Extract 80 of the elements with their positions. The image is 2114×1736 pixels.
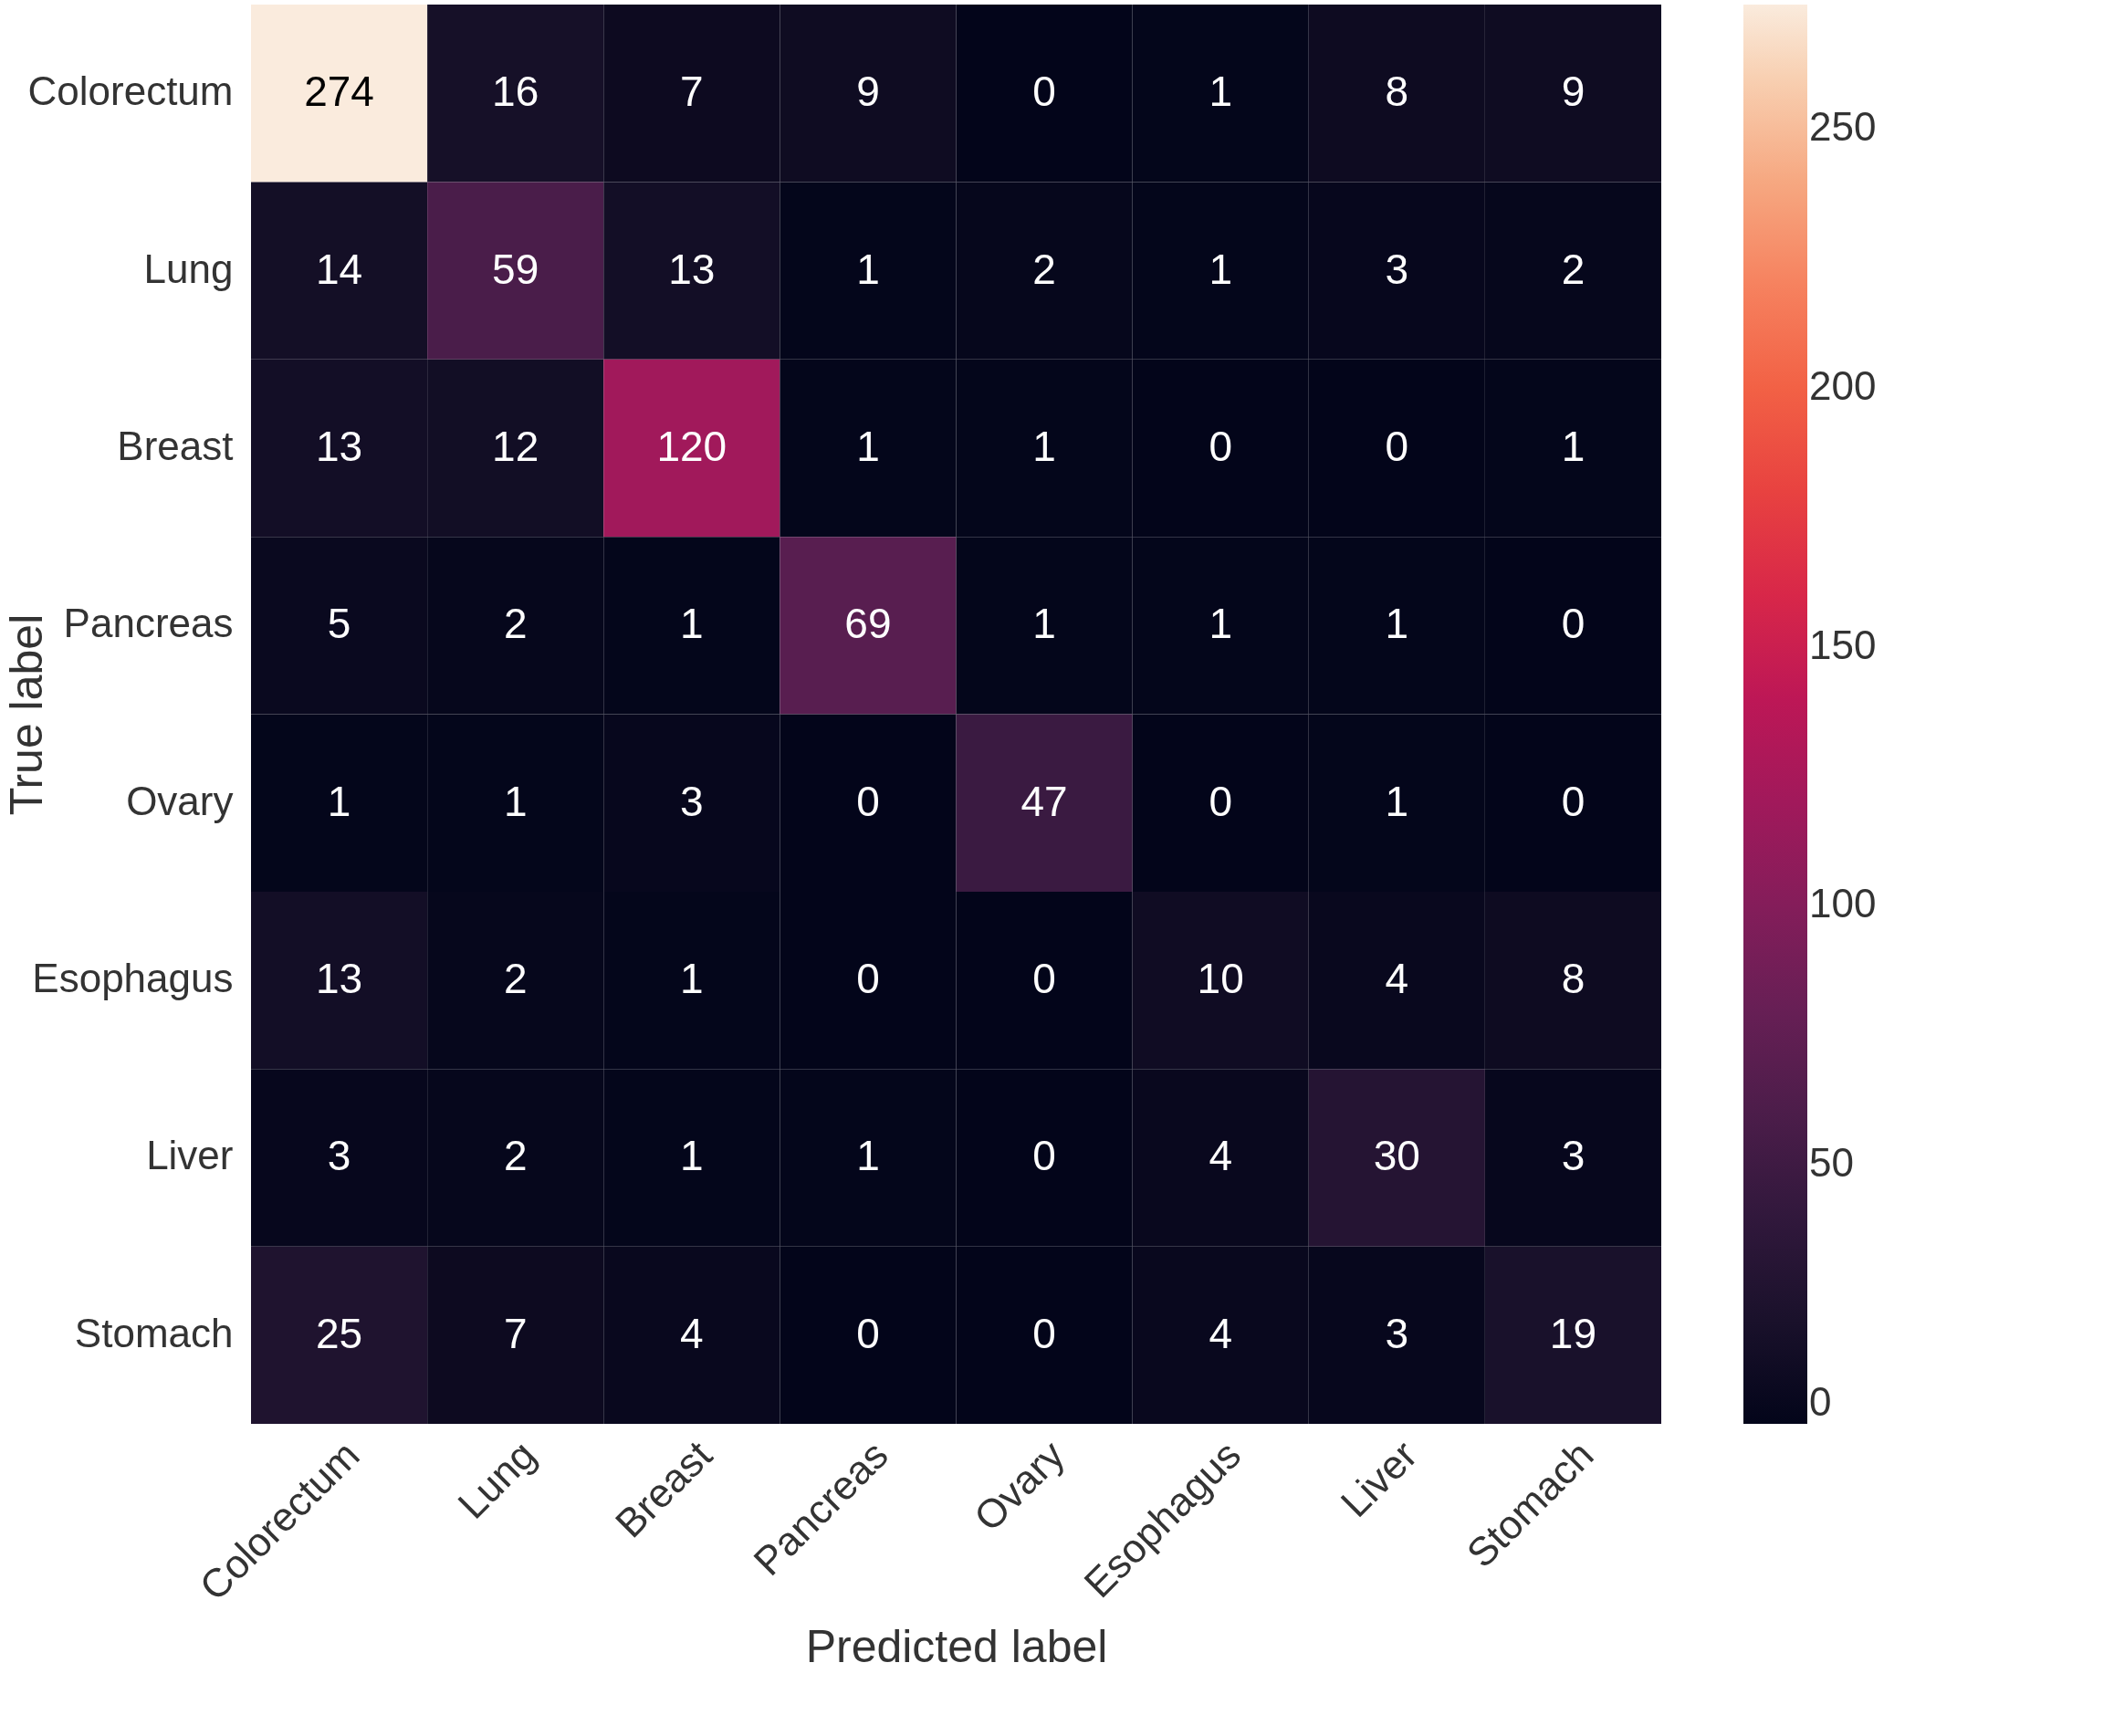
data-label: 1 (327, 777, 351, 825)
data-label: 8 (1561, 955, 1586, 1003)
data-label: 69 (844, 600, 892, 648)
y-tick-label: Breast (117, 423, 234, 468)
data-label: 2 (1032, 245, 1056, 293)
color-bar-label: 100 (1809, 881, 1877, 926)
data-label: 16 (492, 68, 539, 116)
data-label: 3 (1385, 1309, 1409, 1357)
data-label: 1 (1561, 422, 1586, 470)
data-label: 1 (1385, 777, 1409, 825)
data-label: 0 (1032, 955, 1056, 1003)
color-bar-label: 250 (1809, 104, 1877, 150)
data-label: 0 (856, 777, 880, 825)
y-tick-label: Ovary (126, 778, 234, 823)
data-label: 1 (680, 1132, 704, 1180)
data-label: 4 (1209, 1132, 1232, 1180)
data-label: 4 (680, 1309, 704, 1357)
data-label: 0 (1561, 600, 1586, 648)
y-axis-title: True label (0, 613, 52, 816)
y-tick-label: Liver (146, 1133, 234, 1178)
data-label: 5 (327, 600, 351, 648)
data-label: 2 (503, 600, 528, 648)
data-label: 7 (680, 68, 704, 116)
data-label: 274 (304, 68, 374, 116)
data-label: 25 (315, 1309, 363, 1357)
data-label: 59 (492, 245, 539, 293)
data-label: 30 (1373, 1132, 1420, 1180)
data-label: 3 (327, 1132, 351, 1180)
data-label: 47 (1020, 777, 1068, 825)
color-bar-label: 150 (1809, 622, 1877, 667)
data-label: 1 (1209, 600, 1232, 648)
data-label: 4 (1209, 1309, 1232, 1357)
data-label: 0 (1032, 1132, 1056, 1180)
data-label: 8 (1385, 68, 1409, 116)
data-label: 1 (1032, 422, 1056, 470)
data-label: 0 (1209, 777, 1232, 825)
data-label: 0 (856, 955, 880, 1003)
y-tick-label: Colorectum (27, 68, 234, 114)
color-bar-label: 200 (1809, 362, 1877, 408)
data-label: 14 (315, 245, 363, 293)
data-label: 3 (680, 777, 704, 825)
data-label: 1 (1209, 245, 1232, 293)
color-bar-label: 50 (1809, 1140, 1854, 1186)
data-label: 4 (1385, 955, 1409, 1003)
data-label: 1 (1209, 68, 1232, 116)
data-label: 120 (656, 422, 727, 470)
data-label: 0 (856, 1309, 880, 1357)
data-label: 0 (1209, 422, 1232, 470)
data-label: 13 (668, 245, 716, 293)
data-label: 0 (1561, 777, 1586, 825)
data-label: 1 (1032, 600, 1056, 648)
data-label: 9 (1561, 68, 1586, 116)
data-label: 1 (503, 777, 528, 825)
data-label: 2 (1561, 245, 1586, 293)
data-label: 0 (1385, 422, 1409, 470)
data-label: 9 (856, 68, 880, 116)
color-bar-label: 0 (1809, 1379, 1832, 1424)
data-label: 12 (492, 422, 539, 470)
data-label: 3 (1385, 245, 1409, 293)
data-label: 1 (856, 245, 880, 293)
y-tick-label: Stomach (74, 1310, 234, 1355)
data-label: 2 (503, 955, 528, 1003)
data-label: 2 (503, 1132, 528, 1180)
data-label: 19 (1549, 1309, 1597, 1357)
x-axis-title: Predicted label (805, 1620, 1108, 1672)
data-label: 3 (1561, 1132, 1586, 1180)
data-label: 10 (1197, 955, 1244, 1003)
data-label: 1 (856, 422, 880, 470)
data-label: 1 (680, 955, 704, 1003)
y-tick-label: Lung (143, 246, 234, 291)
data-label: 7 (503, 1309, 528, 1357)
data-label: 13 (315, 955, 363, 1003)
y-tick-label: Esophagus (32, 956, 234, 1001)
data-label: 1 (1385, 600, 1409, 648)
data-label: 0 (1032, 1309, 1056, 1357)
data-label: 1 (856, 1132, 880, 1180)
data-label: 1 (680, 600, 704, 648)
data-label: 13 (315, 422, 363, 470)
y-tick-label: Pancreas (63, 601, 234, 646)
data-label: 0 (1032, 68, 1056, 116)
